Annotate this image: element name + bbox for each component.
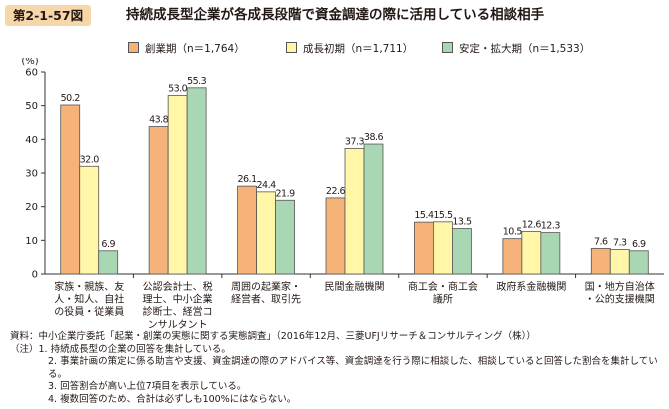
data-label: 7.6 xyxy=(594,236,608,247)
bar xyxy=(60,104,81,275)
data-label: 38.6 xyxy=(364,132,384,143)
y-tick-label: 30 xyxy=(25,169,38,180)
data-label: 37.3 xyxy=(345,136,365,147)
x-category-label: 周囲の起業家・ xyxy=(231,280,301,293)
x-category-label: 政府系金融機関 xyxy=(496,280,566,293)
bar xyxy=(148,126,169,275)
x-category-label: 民間金融機関 xyxy=(325,280,385,293)
note-4: 4. 複数回答のため、合計は必ずしも100%にはならない。 xyxy=(48,393,297,405)
data-label: 55.3 xyxy=(187,76,207,87)
x-category-label: 国・地方自治体 xyxy=(585,280,655,293)
x-category-label: 家族・親族、友 xyxy=(54,280,124,293)
data-label: 32.0 xyxy=(80,154,100,165)
bar xyxy=(414,221,434,275)
note-3: 3. 回答割合が高い上位7項目を表示している。 xyxy=(48,381,247,393)
y-tick-label: 60 xyxy=(25,68,38,79)
note-1: （注）1. 持続成長型の企業の回答を集計している。 xyxy=(10,343,231,355)
bar xyxy=(363,143,384,275)
figure-title: 持続成長型企業が各成長段階で資金調達の際に活用している相談相手 xyxy=(126,7,545,23)
chart-legend: 創業期（n＝1,764） 成長初期（n＝1,711） 安定・拡大期（n＝1,53… xyxy=(128,41,668,57)
data-label: 12.6 xyxy=(522,220,542,231)
figure-number-badge: 第2-1-57図 xyxy=(5,5,91,26)
legend-item-series-3: 安定・拡大期（n＝1,533） xyxy=(442,41,590,57)
data-label: 26.1 xyxy=(237,174,257,185)
source-note: 資料：中小企業庁委託「起業・創業の実態に関する実態調査」（2016年12月、三菱… xyxy=(10,331,536,342)
data-label: 24.4 xyxy=(256,180,276,191)
bar xyxy=(521,231,542,275)
data-label: 43.8 xyxy=(149,115,169,126)
bar xyxy=(79,165,100,275)
bar xyxy=(433,221,453,275)
bar xyxy=(628,250,649,275)
x-category-label: の役員・従業員 xyxy=(54,305,124,318)
data-label: 50.2 xyxy=(61,93,81,104)
x-category-label: 公認会計士、税 xyxy=(143,280,213,293)
legend-label-series-3: 安定・拡大期（n＝1,533） xyxy=(459,43,591,55)
y-tick-label: 20 xyxy=(25,202,38,213)
bar xyxy=(98,250,119,275)
data-label: 13.5 xyxy=(452,217,472,228)
bar xyxy=(237,185,257,275)
bar xyxy=(275,199,295,275)
bar xyxy=(186,87,207,275)
bar xyxy=(344,148,365,275)
data-label: 15.4 xyxy=(414,210,434,221)
legend-swatch-series-3 xyxy=(442,42,453,53)
x-category-label: 経営者、取引先 xyxy=(231,293,301,306)
data-label: 10.5 xyxy=(503,227,523,238)
legend-label-series-1: 創業期（n＝1,764） xyxy=(145,43,245,55)
bar xyxy=(540,232,561,275)
data-label: 7.3 xyxy=(613,237,627,248)
legend-item-series-2: 成長初期（n＝1,711） xyxy=(286,41,413,57)
legend-swatch-series-2 xyxy=(286,42,297,53)
x-category-label: ・公的支援機関 xyxy=(585,293,655,306)
data-label: 15.5 xyxy=(433,210,453,221)
y-tick-label: 0 xyxy=(32,270,38,281)
bar xyxy=(325,197,346,275)
data-label: 21.9 xyxy=(275,188,295,199)
bar xyxy=(256,191,276,275)
bar xyxy=(590,248,611,275)
chart-notes: 資料：中小企業庁委託「起業・創業の実態に関する実態調査」（2016年12月、三菱… xyxy=(10,331,665,407)
figure-header: 第2-1-57図 持続成長型企業が各成長段階で資金調達の際に活用している相談相手 xyxy=(0,0,669,30)
legend-swatch-series-1 xyxy=(128,42,139,53)
data-label: 12.3 xyxy=(541,221,561,232)
bar-chart: (%) 0 10 20 30 40 50 60 50.2 32.0 6.9 家族・親族、友人・知人、自… xyxy=(21,58,664,330)
x-category-label: 商工会・商工会 xyxy=(408,280,478,293)
y-tick-label: 40 xyxy=(25,135,38,146)
legend-label-series-2: 成長初期（n＝1,711） xyxy=(303,43,414,55)
x-category-label: 理士、中小企業 xyxy=(143,293,213,306)
data-label: 22.6 xyxy=(326,186,346,197)
bar xyxy=(502,238,523,275)
x-category-label: ンサルタント xyxy=(148,319,208,330)
data-label: 53.0 xyxy=(168,84,188,95)
y-tick-label: 50 xyxy=(25,101,38,112)
legend-item-series-1: 創業期（n＝1,764） xyxy=(128,41,245,57)
data-label: 6.9 xyxy=(101,239,115,250)
bar xyxy=(609,249,630,275)
note-2: 2. 事業計画の策定に係る助言や支援、資金調達の際のアドバイス等、資金調達を行う… xyxy=(48,356,658,380)
x-category-label: 人・知人、自社 xyxy=(54,293,124,306)
bar xyxy=(452,228,472,275)
x-category-label: 議所 xyxy=(433,293,453,306)
x-category-label: 診断士、経営コ xyxy=(143,305,213,318)
bar xyxy=(167,95,188,275)
y-tick-label: 10 xyxy=(25,236,38,247)
data-label: 6.9 xyxy=(632,239,646,250)
y-axis-unit-label: (%) xyxy=(21,58,38,67)
